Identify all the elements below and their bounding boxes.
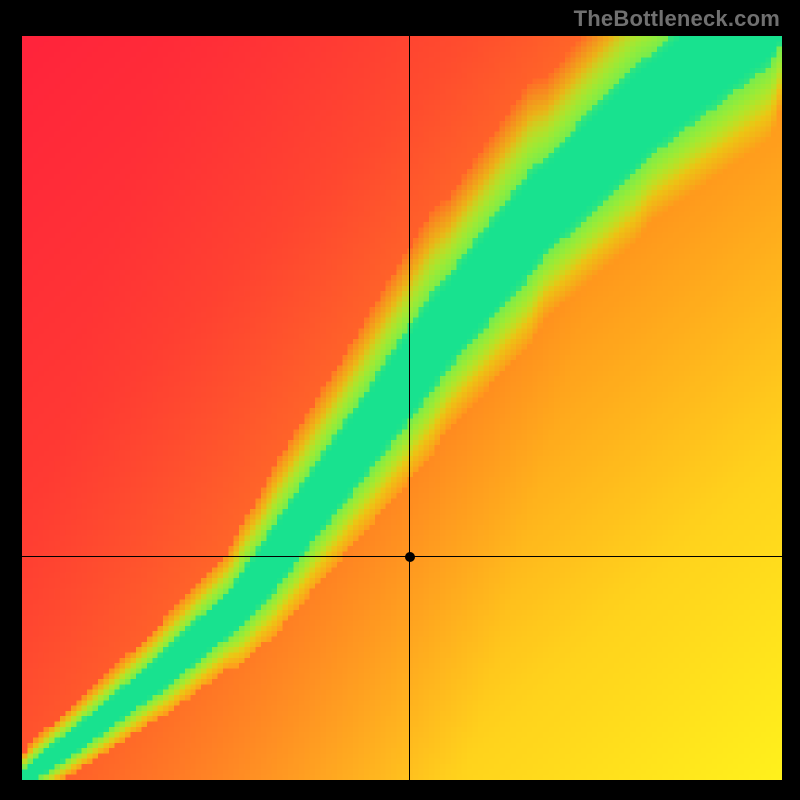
chart-frame: TheBottleneck.com bbox=[0, 0, 800, 800]
crosshair-vertical bbox=[409, 36, 410, 780]
heatmap-canvas bbox=[22, 36, 782, 780]
crosshair-marker-dot bbox=[405, 552, 415, 562]
watermark-text: TheBottleneck.com bbox=[574, 6, 780, 32]
crosshair-horizontal bbox=[22, 556, 782, 557]
heatmap-plot bbox=[22, 36, 782, 780]
